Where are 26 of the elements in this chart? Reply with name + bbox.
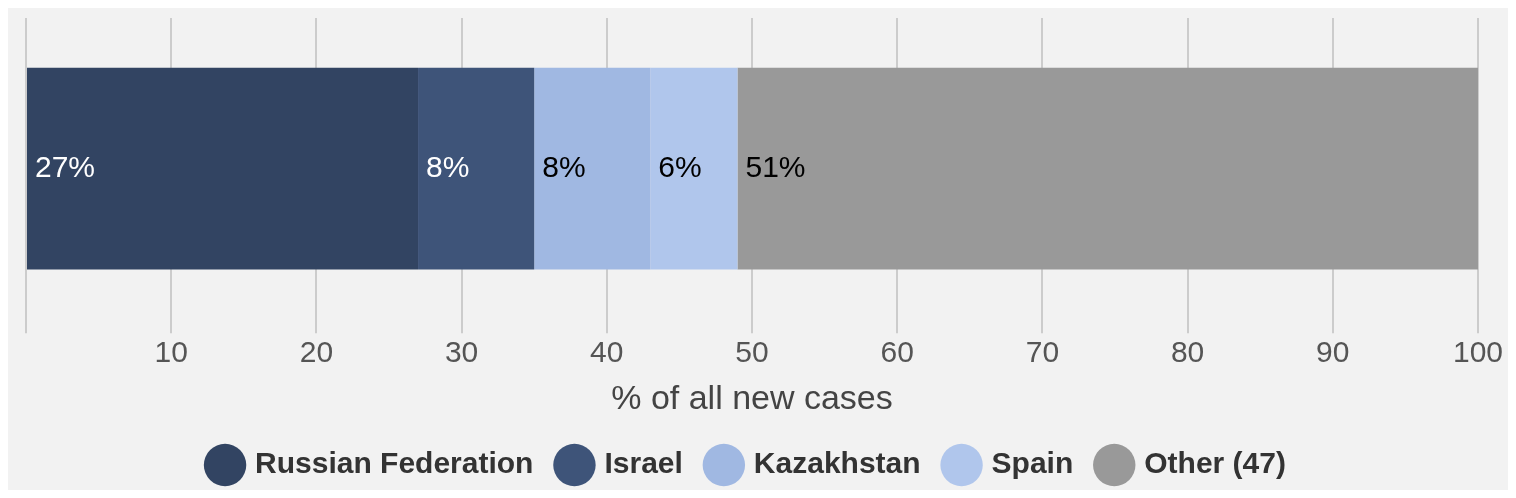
- data-label: 8%: [542, 149, 586, 183]
- x-axis-title: % of all new cases: [611, 377, 893, 416]
- bar: [737, 67, 1478, 270]
- x-tick-label: 50: [735, 335, 769, 369]
- legend-label: Kazakhstan: [753, 446, 921, 480]
- data-label: 8%: [426, 149, 470, 183]
- bar: [27, 67, 419, 270]
- x-tick-label: 90: [1316, 335, 1350, 369]
- x-tick-label: 80: [1170, 335, 1205, 369]
- legend-label: Russian Federation: [255, 446, 534, 480]
- x-tick-label: 30: [444, 335, 479, 369]
- data-label: 6%: [658, 149, 702, 183]
- x-tick-label: 20: [299, 335, 334, 369]
- data-label: 27%: [35, 149, 96, 183]
- legend-label: Other (47): [1144, 446, 1286, 480]
- bar: [534, 67, 651, 270]
- bar: [418, 67, 535, 270]
- x-tick-label: 60: [880, 335, 914, 369]
- x-tick-label: 100: [1452, 335, 1504, 369]
- legend-label: Spain: [991, 446, 1074, 480]
- legend-label: Israel: [604, 446, 683, 480]
- x-tick-label: 40: [590, 335, 624, 369]
- bar: [650, 67, 738, 270]
- x-tick-label: 10: [154, 335, 188, 369]
- data-label: 51%: [745, 149, 806, 183]
- x-tick-label: 70: [1025, 335, 1060, 369]
